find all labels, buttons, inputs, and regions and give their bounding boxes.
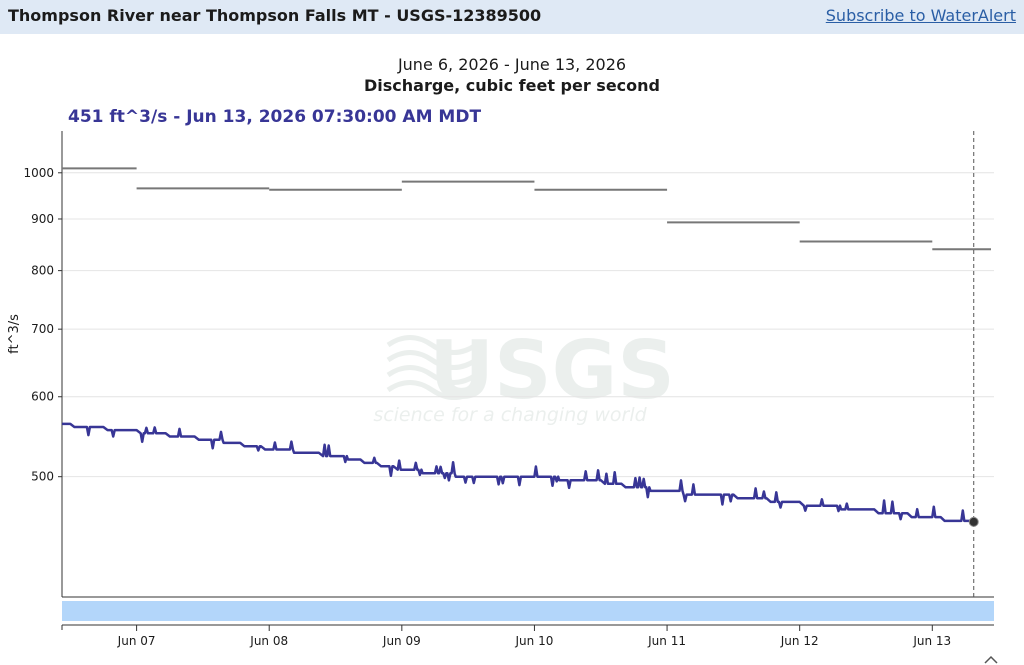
y-axis-label: ft^3/s bbox=[7, 314, 22, 354]
brush-layer[interactable] bbox=[62, 601, 994, 621]
collapse-chevron-icon[interactable] bbox=[984, 655, 998, 664]
usgs-watermark-name: USGS bbox=[429, 324, 675, 417]
axis-layer: 500 600 700 800 900 1000 ft^3/s bbox=[7, 131, 994, 598]
y-tick-label: 600 bbox=[31, 390, 54, 404]
discharge-line bbox=[62, 422, 975, 523]
time-brush[interactable] bbox=[62, 601, 994, 621]
median-layer bbox=[62, 167, 991, 251]
subscribe-wateralert-link[interactable]: Subscribe to WaterAlert bbox=[825, 6, 1016, 25]
tooltip-value: 451 ft^3/s - Jun 13, 2026 07:30:00 AM MD… bbox=[68, 107, 482, 127]
x-tick-label: Jun 07 bbox=[117, 634, 156, 648]
date-range-label: June 6, 2026 - June 13, 2026 bbox=[397, 55, 627, 74]
x-tick-label: Jun 13 bbox=[912, 634, 951, 648]
x-tick-label: Jun 11 bbox=[647, 634, 686, 648]
y-tick-label: 700 bbox=[31, 322, 54, 336]
cursor-point bbox=[968, 516, 979, 527]
usgs-watermark-tagline: science for a changing world bbox=[373, 404, 647, 426]
chart-title: Discharge, cubic feet per second bbox=[363, 76, 660, 95]
y-tick-label: 1000 bbox=[23, 166, 54, 180]
site-title: Thompson River near Thompson Falls MT - … bbox=[8, 6, 542, 25]
y-tick-label: 900 bbox=[31, 212, 54, 226]
grid-layer bbox=[62, 172, 994, 478]
usgs-watermark: USGS science for a changing world bbox=[373, 324, 675, 426]
x-tick-label: Jun 10 bbox=[515, 634, 554, 648]
x-tick-label: Jun 08 bbox=[249, 634, 288, 648]
x-axis-layer: Jun 07 Jun 08 Jun 09 Jun 10 Jun 11 Jun 12 Jun … bbox=[61, 624, 994, 648]
y-tick-label: 500 bbox=[31, 470, 54, 484]
usgs-logo-icon bbox=[386, 335, 478, 400]
x-tick-label: Jun 09 bbox=[382, 634, 421, 648]
x-tick-label: Jun 12 bbox=[780, 634, 819, 648]
series-layer bbox=[62, 131, 979, 597]
page-header: Thompson River near Thompson Falls MT - … bbox=[0, 0, 1024, 34]
y-tick-label: 800 bbox=[31, 264, 54, 278]
